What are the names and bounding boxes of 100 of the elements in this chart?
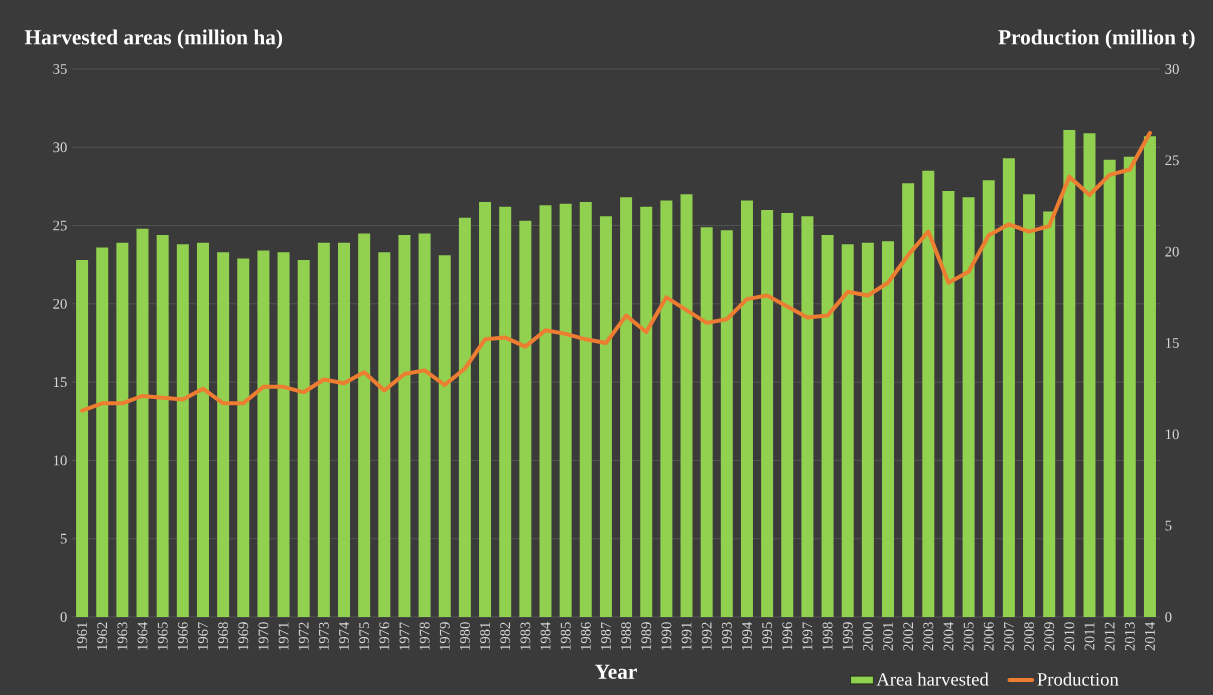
bar [801, 216, 814, 617]
bar [76, 260, 89, 617]
x-tick-label: 1967 [198, 622, 208, 650]
x-tick-label: 1972 [298, 622, 309, 650]
x-tick-label: 2014 [1144, 621, 1155, 651]
x-tick-label: 1978 [419, 622, 430, 650]
x-tick-label: 1963 [117, 622, 128, 650]
x-tick-label: 2005 [963, 622, 974, 651]
x-tick-label: 1990 [661, 622, 672, 650]
bar [1043, 211, 1056, 617]
bar [358, 233, 371, 617]
bar [277, 252, 290, 617]
y-tick-label: 25 [53, 220, 67, 231]
bar [942, 191, 955, 617]
bar [841, 244, 854, 617]
x-tick-label: 1993 [721, 622, 732, 650]
legend-label: Area harvested [876, 672, 989, 686]
bar [116, 242, 129, 617]
x-tick-label: 2003 [923, 622, 934, 651]
x-tick-label: 2008 [1024, 622, 1034, 651]
x-tick-label: 2001 [883, 622, 893, 651]
x-tick-label: 1981 [480, 622, 490, 650]
x-tick-label: 2006 [983, 622, 994, 651]
bar [559, 203, 572, 617]
bar [861, 242, 874, 617]
x-tick-label: 1971 [278, 622, 289, 650]
bar [338, 242, 351, 617]
bar [579, 202, 592, 617]
x-tick-label: 1989 [641, 622, 652, 650]
x-tick-label: 1969 [238, 622, 249, 650]
bar [539, 205, 552, 617]
x-tick-label: 1987 [601, 622, 611, 650]
x-tick-label: 1964 [137, 621, 148, 650]
bar [257, 250, 270, 617]
x-tick-label: 1965 [157, 622, 168, 650]
x-tick-label: 1983 [520, 622, 531, 650]
x-tick-label: 1995 [762, 622, 773, 650]
bar [297, 260, 310, 617]
x-tick-label: 1984 [540, 621, 551, 650]
bar [398, 234, 411, 617]
bar [720, 230, 733, 617]
bar [378, 252, 391, 617]
y-tick-label: 10 [53, 455, 67, 466]
x-tick-label: 1999 [842, 622, 853, 650]
y2-tick-label: 25 [1165, 155, 1179, 166]
x-tick-label: 2013 [1124, 622, 1135, 651]
bar [821, 234, 834, 617]
y2-tick-label: 5 [1165, 520, 1172, 531]
bar [196, 242, 209, 617]
x-tick-label: 1992 [701, 622, 712, 650]
bar [599, 216, 612, 617]
x-tick-label: 1986 [580, 622, 591, 650]
bar [962, 197, 975, 617]
bar [1103, 159, 1116, 617]
bar [96, 247, 109, 617]
bar [680, 194, 693, 617]
bar [479, 202, 492, 617]
x-tick-label: 1975 [359, 622, 370, 650]
x-tick-label: 2012 [1104, 622, 1115, 651]
bar [176, 244, 189, 617]
bar [217, 252, 230, 617]
x-tick-label: 1988 [621, 622, 632, 650]
bar [438, 255, 451, 617]
x-tick-label: 1996 [782, 622, 793, 650]
x-tick-label: 1976 [379, 622, 390, 650]
x-tick-label: 2009 [1044, 622, 1055, 651]
y2-tick-label: 0 [1165, 612, 1172, 622]
bar [1123, 156, 1136, 617]
x-tick-label: 2011 [1084, 622, 1095, 650]
bar [237, 258, 250, 617]
bar [156, 234, 169, 617]
y2-axis-title: Production (million t) [998, 29, 1195, 49]
x-tick-label: 2004 [943, 621, 954, 651]
y-tick-label: 15 [53, 377, 67, 388]
y-tick-label: 30 [53, 142, 67, 153]
bar [620, 197, 633, 617]
x-tick-label: 2000 [862, 622, 873, 651]
bar [317, 242, 330, 617]
y-tick-label: 5 [60, 533, 67, 544]
y-axis-title: Harvested areas (million ha) [24, 29, 283, 49]
y-tick-label: 20 [53, 298, 67, 309]
x-tick-label: 1977 [399, 622, 410, 650]
y-tick-label: 35 [53, 64, 67, 74]
bar [458, 217, 471, 617]
y2-tick-label: 15 [1166, 338, 1179, 348]
bar [1063, 130, 1076, 617]
x-tick-label: 2010 [1064, 622, 1075, 651]
bar [882, 241, 895, 617]
x-tick-label: 1970 [258, 622, 269, 650]
bar [761, 209, 774, 617]
x-tick-label: 1974 [339, 621, 349, 650]
x-tick-label: 1994 [742, 621, 752, 650]
bar [700, 227, 713, 617]
bar [499, 206, 512, 617]
bar [1083, 133, 1096, 617]
bar [519, 220, 532, 617]
bar [1143, 136, 1156, 617]
x-tick-label: 1962 [97, 622, 108, 650]
x-tick-label: 1997 [802, 622, 813, 650]
bar [982, 180, 995, 617]
